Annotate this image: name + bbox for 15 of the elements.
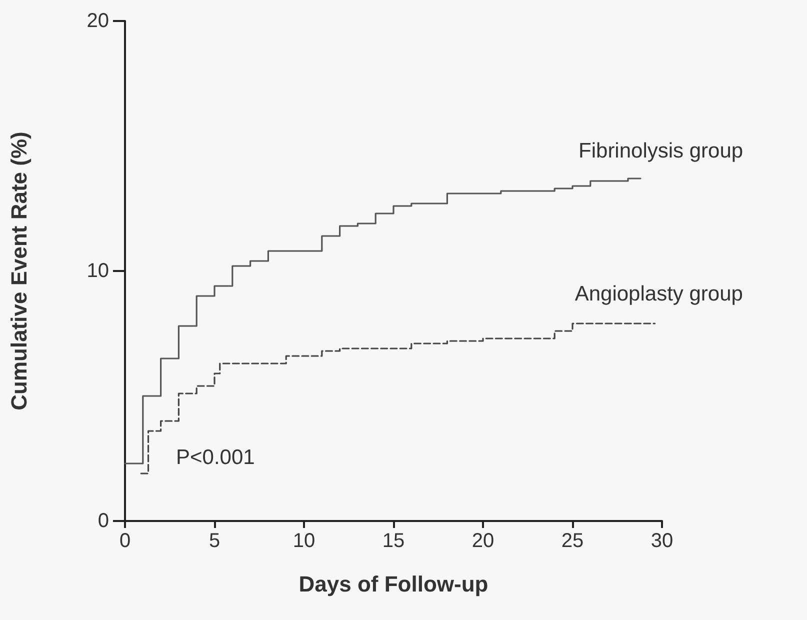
x-tick-label: 15 (382, 530, 405, 552)
annotation: P<0.001 (176, 446, 255, 469)
y-axis-title: Cumulative Event Rate (%) (6, 132, 32, 410)
y-tick-label: 20 (86, 10, 109, 32)
x-tick-label: 30 (650, 530, 674, 552)
y-tick-label: 0 (98, 510, 109, 532)
x-tick-label: 0 (119, 530, 131, 552)
x-tick-label: 25 (561, 530, 584, 552)
x-tick-label: 10 (292, 530, 316, 552)
series-label: Angioplasty group (574, 282, 743, 306)
series-label: Fibrinolysis group (578, 140, 744, 162)
x-tick-label: 5 (208, 530, 220, 552)
x-tick-label: 20 (472, 530, 494, 552)
x-axis-title: Days of Follow-up (298, 572, 488, 596)
y-tick-label: 10 (86, 260, 109, 282)
